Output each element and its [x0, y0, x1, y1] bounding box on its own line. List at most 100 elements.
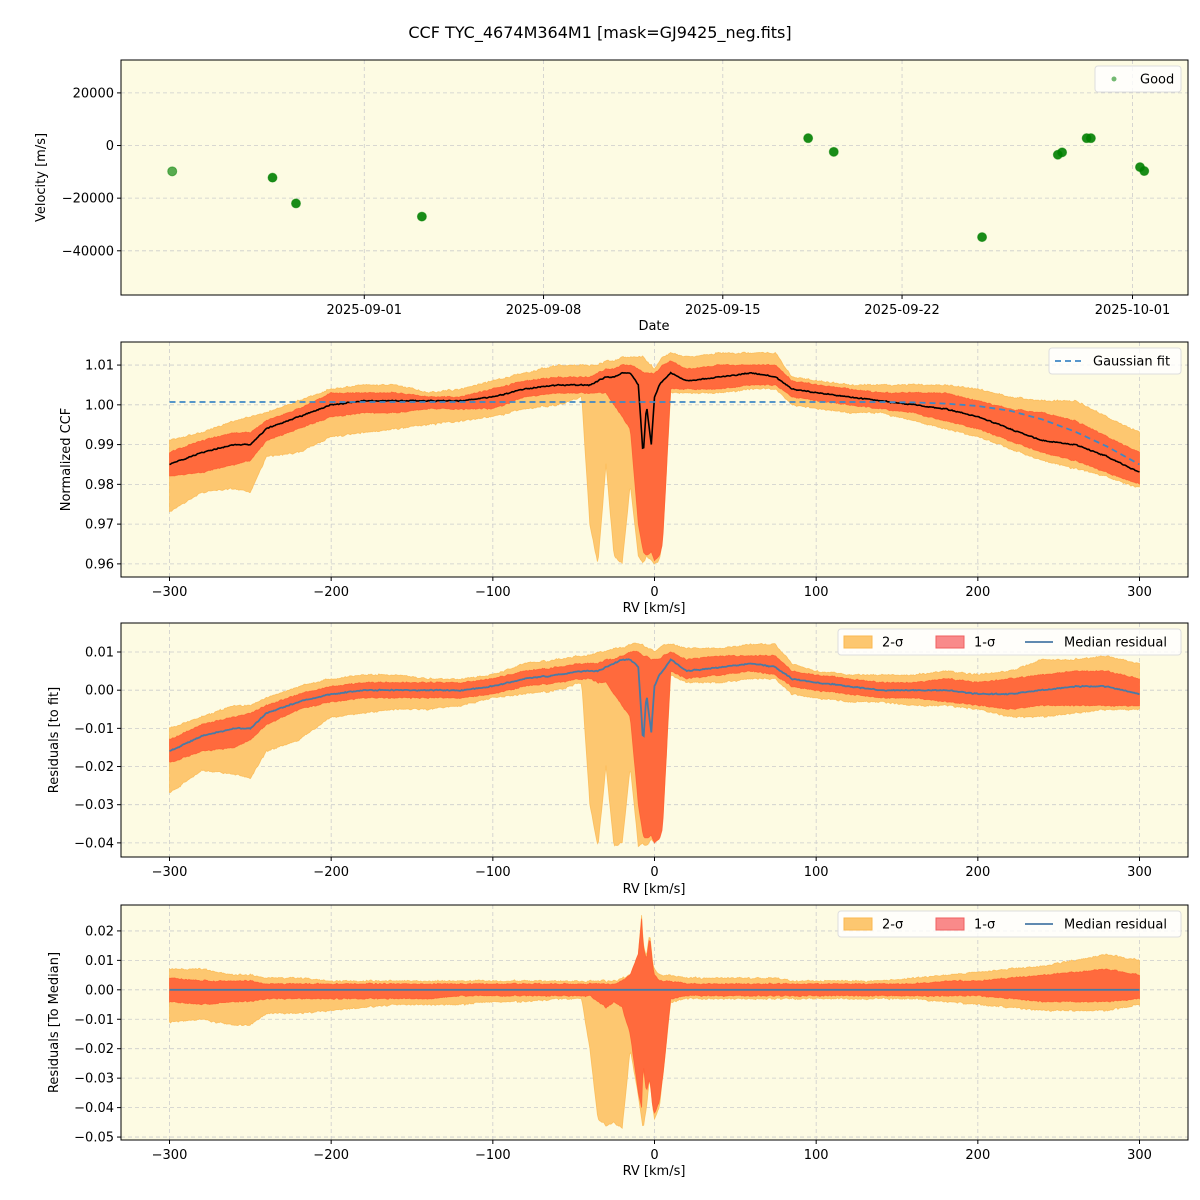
y-tick-label: 0.01 [85, 646, 114, 661]
x-tick-label: −100 [475, 585, 511, 600]
residuals-median-ticks: −300 −200 −100 0 100 200 300 0.02 0.01 0.00 −0.01 −… [74, 924, 1152, 1163]
y-tick-label: 20000 [73, 86, 114, 101]
velocity-panel: 2025-09-01 2025-09-08 2025-09-15 2025-09-22… [34, 59, 1189, 334]
legend-label-median-residual: Median residual [1064, 918, 1167, 933]
residuals-fit-xlabel: RV [km/s] [623, 882, 686, 897]
x-tick-label: 2025-09-15 [685, 303, 761, 318]
ccf-legend: Gaussian fit [1048, 347, 1182, 375]
y-tick-label: −40000 [62, 244, 114, 259]
y-tick-label: 0 [106, 139, 114, 154]
legend-label-1sigma: 1-σ [974, 636, 995, 651]
velocity-grid [121, 60, 1188, 295]
ccf-panel: −300 −200 −100 0 100 200 300 1.01 1.00 0.99 0.98 0.… [59, 341, 1189, 616]
legend-label-1sigma: 1-σ [974, 918, 995, 933]
velocity-legend: Good [1094, 65, 1182, 93]
residuals-median-plot-area [169, 915, 1140, 1129]
y-tick-label: 0.01 [85, 954, 114, 969]
x-tick-label: 2025-10-01 [1095, 303, 1171, 318]
velocity-ylabel: Velocity [m/s] [34, 133, 49, 222]
velocity-point [416, 211, 427, 222]
x-tick-label: −200 [313, 585, 349, 600]
y-tick-label: −0.05 [74, 1131, 114, 1146]
y-tick-label: 0.02 [85, 924, 114, 939]
y-tick-label: −0.02 [74, 760, 114, 775]
x-tick-label: −300 [152, 585, 188, 600]
legend-box [1094, 65, 1182, 93]
ccf-ticks: −300 −200 −100 0 100 200 300 1.01 1.00 0.99 0.98 0.… [85, 359, 1152, 600]
velocity-point [977, 232, 988, 243]
velocity-point [167, 166, 178, 177]
residuals-median-panel: −300 −200 −100 0 100 200 300 0.02 0.01 0.00 −0.01 −… [47, 904, 1189, 1179]
velocity-point [803, 133, 814, 144]
velocity-axes-background [121, 60, 1188, 295]
1sigma-band [169, 918, 1140, 1114]
x-tick-label: −200 [313, 865, 349, 880]
legend-label-median-residual: Median residual [1064, 636, 1167, 651]
x-tick-label: 100 [804, 1148, 829, 1163]
velocity-plot-area [167, 133, 1150, 243]
residuals-fit-legend: 2-σ 1-σ Median residual [837, 628, 1182, 656]
legend-swatch-2sigma [843, 635, 873, 649]
x-tick-label: 2025-09-01 [326, 303, 402, 318]
x-tick-label: −200 [313, 1148, 349, 1163]
residuals-fit-ticks: −300 −200 −100 0 100 200 300 0.01 0.00 −0.01 −0.02… [74, 646, 1152, 880]
y-tick-label: −0.03 [74, 798, 114, 813]
x-tick-label: −100 [475, 865, 511, 880]
figure-title: CCF TYC_4674M364M1 [mask=GJ9425_neg.fits… [408, 23, 791, 43]
x-tick-label: −300 [152, 1148, 188, 1163]
x-tick-label: −300 [152, 865, 188, 880]
x-tick-label: 300 [1127, 865, 1152, 880]
residuals-median-legend: 2-σ 1-σ Median residual [837, 910, 1182, 938]
x-tick-label: 200 [965, 1148, 990, 1163]
residuals-fit-panel: −300 −200 −100 0 100 200 300 0.01 0.00 −0.01 −0.02… [47, 622, 1189, 897]
y-tick-label: 1.01 [85, 359, 114, 374]
velocity-point [1139, 166, 1150, 177]
gaussian-fit-line [169, 401, 1140, 466]
velocity-point [290, 198, 301, 209]
velocity-axes-frame [120, 59, 1189, 296]
legend-label-gaussian-fit: Gaussian fit [1093, 355, 1170, 370]
x-tick-label: 0 [650, 585, 658, 600]
velocity-point [828, 146, 839, 157]
legend-swatch-1sigma [935, 917, 965, 931]
x-tick-label: 2025-09-08 [506, 303, 582, 318]
residuals-median-ylabel: Residuals [To Median] [47, 952, 62, 1093]
residuals-fit-plot-area [169, 642, 1140, 848]
ccf-plot-area [169, 351, 1140, 565]
y-tick-label: −0.02 [74, 1042, 114, 1057]
y-tick-label: 1.00 [85, 398, 114, 413]
legend-box [1048, 347, 1182, 375]
legend-box [837, 910, 1182, 938]
y-tick-label: 0.00 [85, 983, 114, 998]
x-tick-label: 200 [965, 865, 990, 880]
y-tick-label: −0.01 [74, 1013, 114, 1028]
1sigma-band [169, 650, 1140, 844]
x-tick-label: 0 [650, 1148, 658, 1163]
x-tick-label: 300 [1127, 1148, 1152, 1163]
velocity-ticks: 2025-09-01 2025-09-08 2025-09-15 2025-09-22… [62, 86, 1171, 318]
x-tick-label: 200 [965, 585, 990, 600]
x-tick-label: 300 [1127, 585, 1152, 600]
ccf-xlabel: RV [km/s] [623, 601, 686, 616]
x-tick-label: 2025-09-22 [864, 303, 940, 318]
legend-marker-good [1111, 76, 1117, 82]
y-tick-label: 0.97 [85, 518, 114, 533]
y-tick-label: −0.04 [74, 836, 114, 851]
velocity-xlabel: Date [638, 319, 669, 334]
y-tick-label: 0.98 [85, 478, 114, 493]
1sigma-band [169, 360, 1140, 562]
x-tick-label: 0 [650, 865, 658, 880]
velocity-point [1085, 133, 1096, 144]
y-tick-label: 0.99 [85, 438, 114, 453]
legend-label-2sigma: 2-σ [882, 918, 903, 933]
y-tick-label: −0.03 [74, 1072, 114, 1087]
velocity-point [267, 172, 278, 183]
y-tick-label: 0.00 [85, 684, 114, 699]
legend-label-2sigma: 2-σ [882, 636, 903, 651]
x-tick-label: −100 [475, 1148, 511, 1163]
legend-label-good: Good [1140, 73, 1174, 88]
legend-box [837, 628, 1182, 656]
residuals-median-xlabel: RV [km/s] [623, 1164, 686, 1179]
residuals-fit-ylabel: Residuals [to fit] [47, 687, 62, 793]
x-tick-label: 100 [804, 865, 829, 880]
